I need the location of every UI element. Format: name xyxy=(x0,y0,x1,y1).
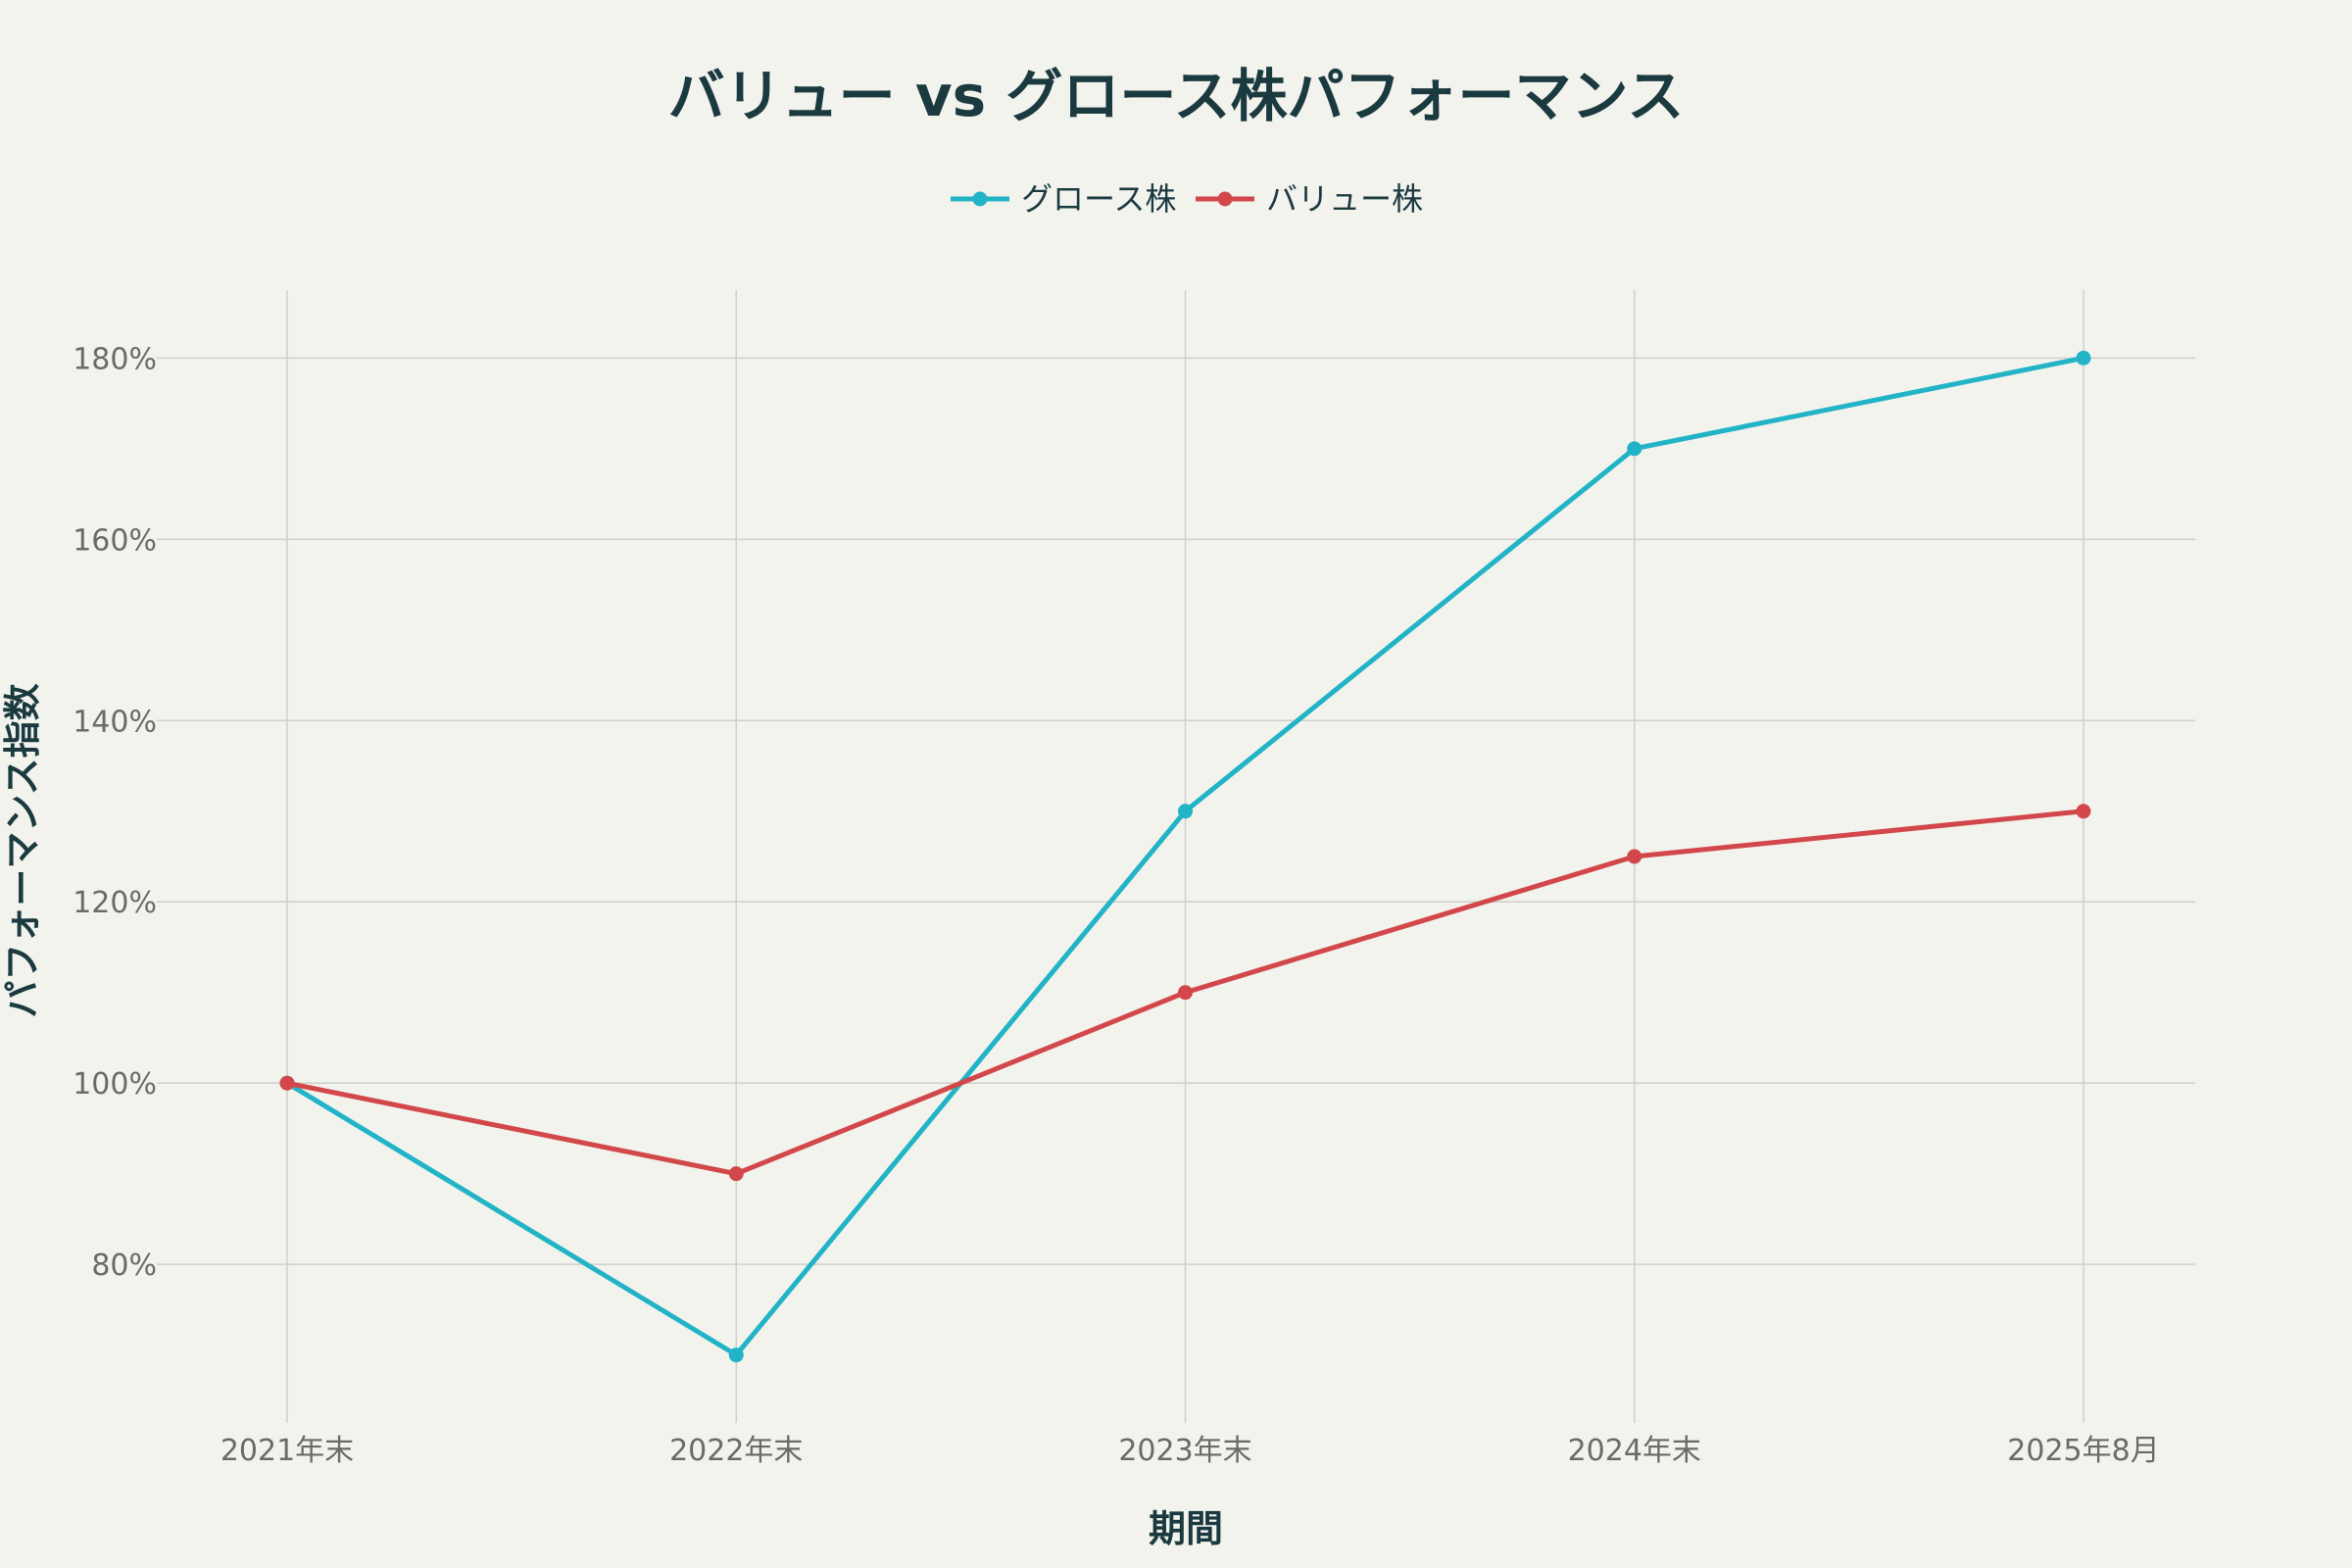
series-2 xyxy=(279,804,2091,1182)
legend-swatch-marker xyxy=(972,191,988,207)
x-tick-label: 2024年末 xyxy=(1568,1434,1701,1468)
series-2-point xyxy=(1627,849,1642,864)
series-1-point xyxy=(1627,441,1642,457)
x-tick-label: 2025年8月 xyxy=(2007,1434,2159,1468)
legend-item[interactable]: バリュー株 xyxy=(1196,180,1423,218)
series-1-point xyxy=(1178,804,1193,819)
tick-labels: 2021年末 2022年末 2023年末 2024年末 2025年8月 80% 100% 12… xyxy=(73,342,2160,1468)
series-1-point xyxy=(2076,350,2091,366)
y-tick-label: 100% xyxy=(73,1067,157,1102)
y-tick-label: 80% xyxy=(91,1249,157,1283)
series-1-point xyxy=(728,1348,744,1363)
legend: グロース株 バリュー株 xyxy=(951,180,1423,218)
x-tick-label: 2023年末 xyxy=(1118,1434,1251,1468)
y-axis-title: パフォーマンス指数 xyxy=(1,683,44,1017)
y-tick-label: 160% xyxy=(73,523,157,558)
x-tick-label: 2022年末 xyxy=(669,1434,803,1468)
series-2-point xyxy=(2076,804,2091,819)
legend-item[interactable]: グロース株 xyxy=(951,180,1176,218)
y-tick-label: 180% xyxy=(73,342,157,376)
x-tick-label: 2021年末 xyxy=(220,1434,354,1468)
grid-layer xyxy=(157,290,2195,1423)
y-tick-label: 120% xyxy=(73,886,157,920)
series-2-point xyxy=(728,1166,744,1182)
chart-title: バリュー vs グロース株パフォーマンス xyxy=(668,63,1685,129)
legend-label: グロース株 xyxy=(1021,180,1176,218)
y-tick-label: 140% xyxy=(73,705,157,739)
series-2-point xyxy=(279,1075,295,1091)
legend-label: バリュー株 xyxy=(1266,180,1423,218)
legend-swatch-marker xyxy=(1217,191,1233,207)
series-2-point xyxy=(1178,985,1193,1001)
series-layer xyxy=(279,350,2091,1363)
x-axis-title: 期間 xyxy=(1149,1507,1223,1550)
